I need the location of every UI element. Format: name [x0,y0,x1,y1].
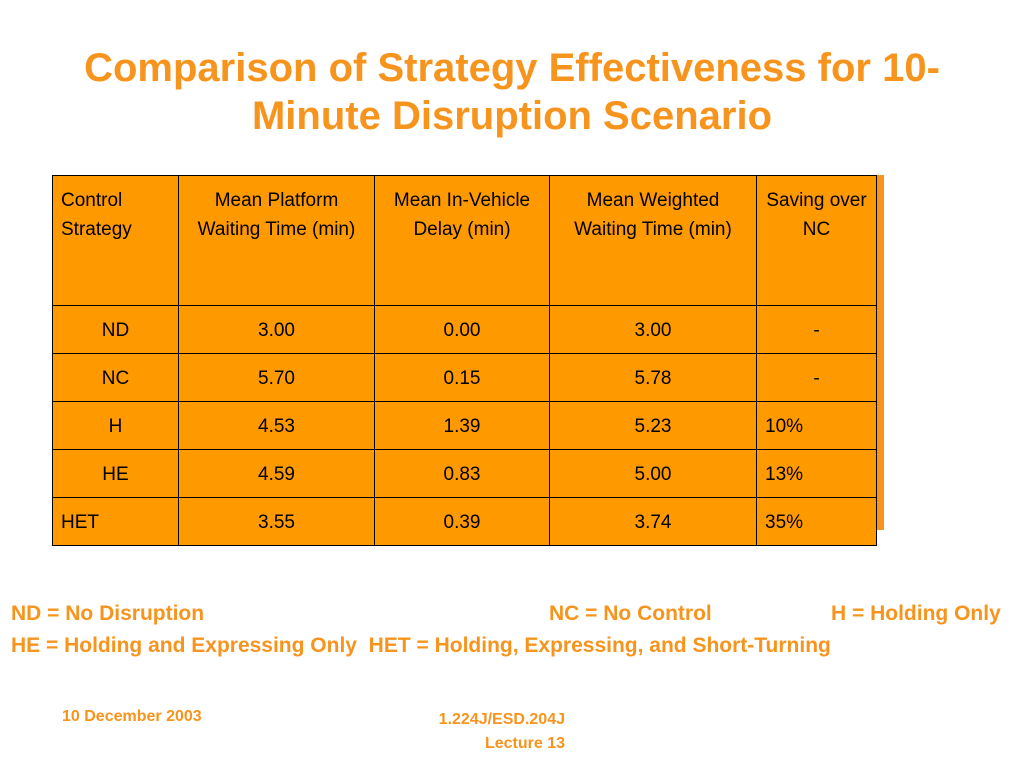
table-cell: 3.00 [178,305,375,354]
data-table: Control Strategy Mean Platform Waiting T… [52,175,877,546]
header-cell: Mean Platform Waiting Time (min) [178,175,375,306]
table-cell: NC [52,353,179,402]
legend-item: H = Holding Only [831,602,1001,625]
table-cell: ND [52,305,179,354]
table-cell: 4.59 [178,449,375,498]
legend-line: HE = Holding and Expressing Only HET = H… [11,634,831,658]
footer-date: 10 December 2003 [62,708,202,725]
table-cell: 35% [756,497,877,546]
footer-course: 1.224J/ESD.204J Lecture 13 [438,711,565,752]
table-cell: - [756,353,877,402]
table-cell: 13% [756,449,877,498]
header-cell: Mean In-Vehicle Delay (min) [374,175,550,306]
header-cell: Mean Weighted Waiting Time (min) [549,175,757,306]
table-cell: HET [52,497,179,546]
legend-item: NC = No Control [549,602,712,625]
table-cell: 5.70 [178,353,375,402]
table-row: HET 3.55 0.39 3.74 35% [52,497,877,546]
table-row: ND 3.00 0.00 3.00- [52,305,877,354]
table-cell: 5.23 [549,401,757,450]
legend-item: ND = No Disruption [11,602,205,625]
table-cell: 3.55 [178,497,375,546]
table-cell: 10% [756,401,877,450]
header-cell: Control Strategy [52,175,179,306]
table-cell: 3.74 [549,497,757,546]
slide-title: Comparison of Strategy Effectiveness for… [0,44,1024,140]
header-cell: Saving over NC [756,175,877,306]
table-cell: 5.78 [549,353,757,402]
table-cell: - [756,305,877,354]
legend-item: HET = Holding, Expressing, and Short-Tur… [368,634,831,657]
table-cell: H [52,401,179,450]
table-row: HE 4.59 0.83 5.00 13% [52,449,877,498]
table-cell: 0.83 [374,449,550,498]
table-cell: 0.00 [374,305,550,354]
table-row: H 4.53 1.39 5.23 10% [52,401,877,450]
table-cell: 3.00 [549,305,757,354]
table-cell: 4.53 [178,401,375,450]
title-text: Comparison of Strategy Effectiveness for… [84,46,940,138]
table-cell: 1.39 [374,401,550,450]
table-cell: 0.15 [374,353,550,402]
table-cell: HE [52,449,179,498]
table-cell: 0.39 [374,497,550,546]
header-row: Control Strategy Mean Platform Waiting T… [52,175,877,306]
legend-line: ND = No Disruption NC = No Control H = H… [11,602,1024,626]
table-cell: 5.00 [549,449,757,498]
table-row: NC 5.70 0.15 5.78- [52,353,877,402]
legend-item: HE = Holding and Expressing Only [11,634,357,657]
